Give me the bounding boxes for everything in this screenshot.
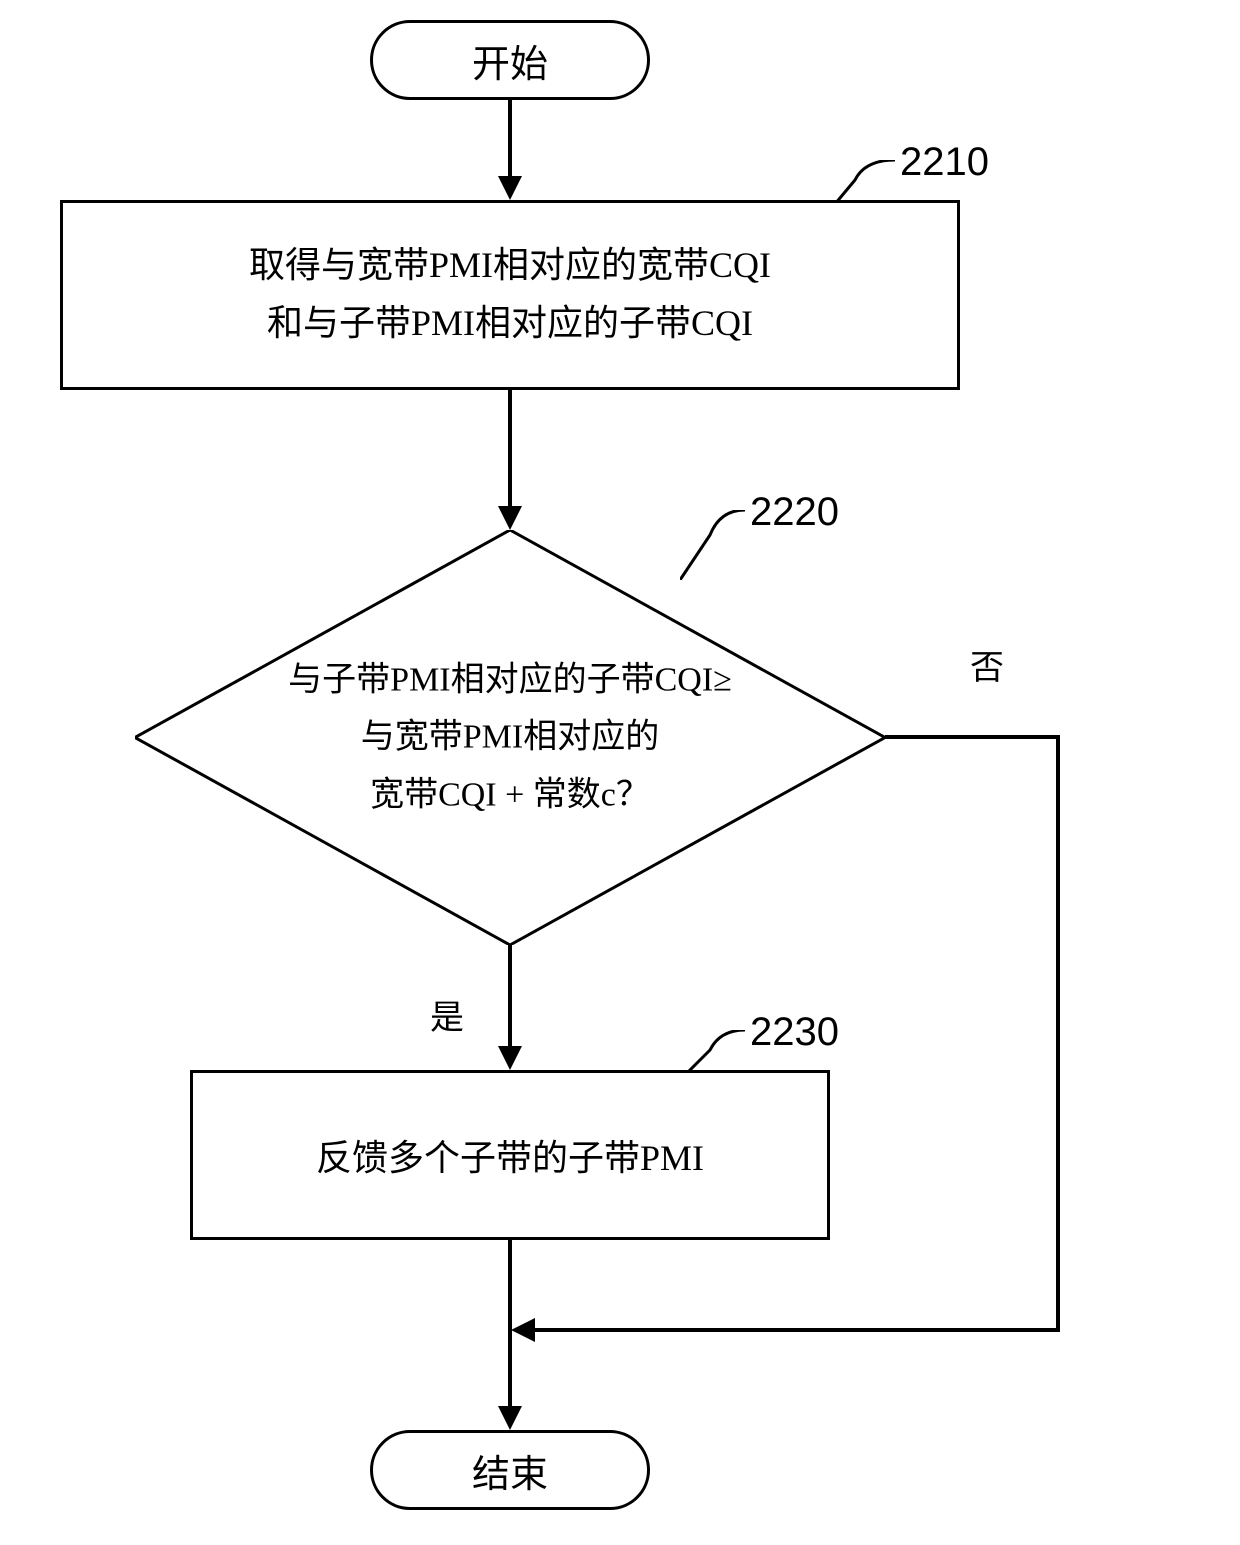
arrowhead: [498, 1046, 522, 1070]
process-2230-text: 反馈多个子带的子带PMI: [316, 1129, 704, 1181]
end-node: 结束: [370, 1430, 650, 1510]
decision-2220: 与子带PMI相对应的子带CQI≥ 与宽带PMI相对应的 宽带CQI + 常数c？: [135, 530, 885, 945]
process-2230: 反馈多个子带的子带PMI: [190, 1070, 830, 1240]
decision-line2: 与宽带PMI相对应的: [135, 709, 885, 767]
arrow-line: [508, 100, 512, 180]
end-label: 结束: [472, 1443, 548, 1498]
process-2210-line1: 取得与宽带PMI相对应的宽带CQI: [249, 237, 771, 295]
arrowhead: [511, 1318, 535, 1342]
arrowhead: [498, 1406, 522, 1430]
decision-line3: 宽带CQI + 常数c？: [135, 766, 885, 824]
start-label: 开始: [472, 33, 548, 88]
start-node: 开始: [370, 20, 650, 100]
arrow-line: [535, 1328, 1060, 1332]
arrowhead: [498, 506, 522, 530]
arrow-line: [508, 945, 512, 1050]
process-2210: 取得与宽带PMI相对应的宽带CQI 和与子带PMI相对应的子带CQI: [60, 200, 960, 390]
decision-line1: 与子带PMI相对应的子带CQI≥: [135, 651, 885, 709]
arrow-line: [1056, 735, 1060, 1332]
yes-label: 是: [430, 990, 464, 1039]
arrowhead: [498, 176, 522, 200]
no-label: 否: [970, 640, 1004, 689]
arrow-line: [885, 735, 1060, 739]
process-2210-line2: 和与子带PMI相对应的子带CQI: [249, 295, 771, 353]
arrow-line: [508, 390, 512, 510]
